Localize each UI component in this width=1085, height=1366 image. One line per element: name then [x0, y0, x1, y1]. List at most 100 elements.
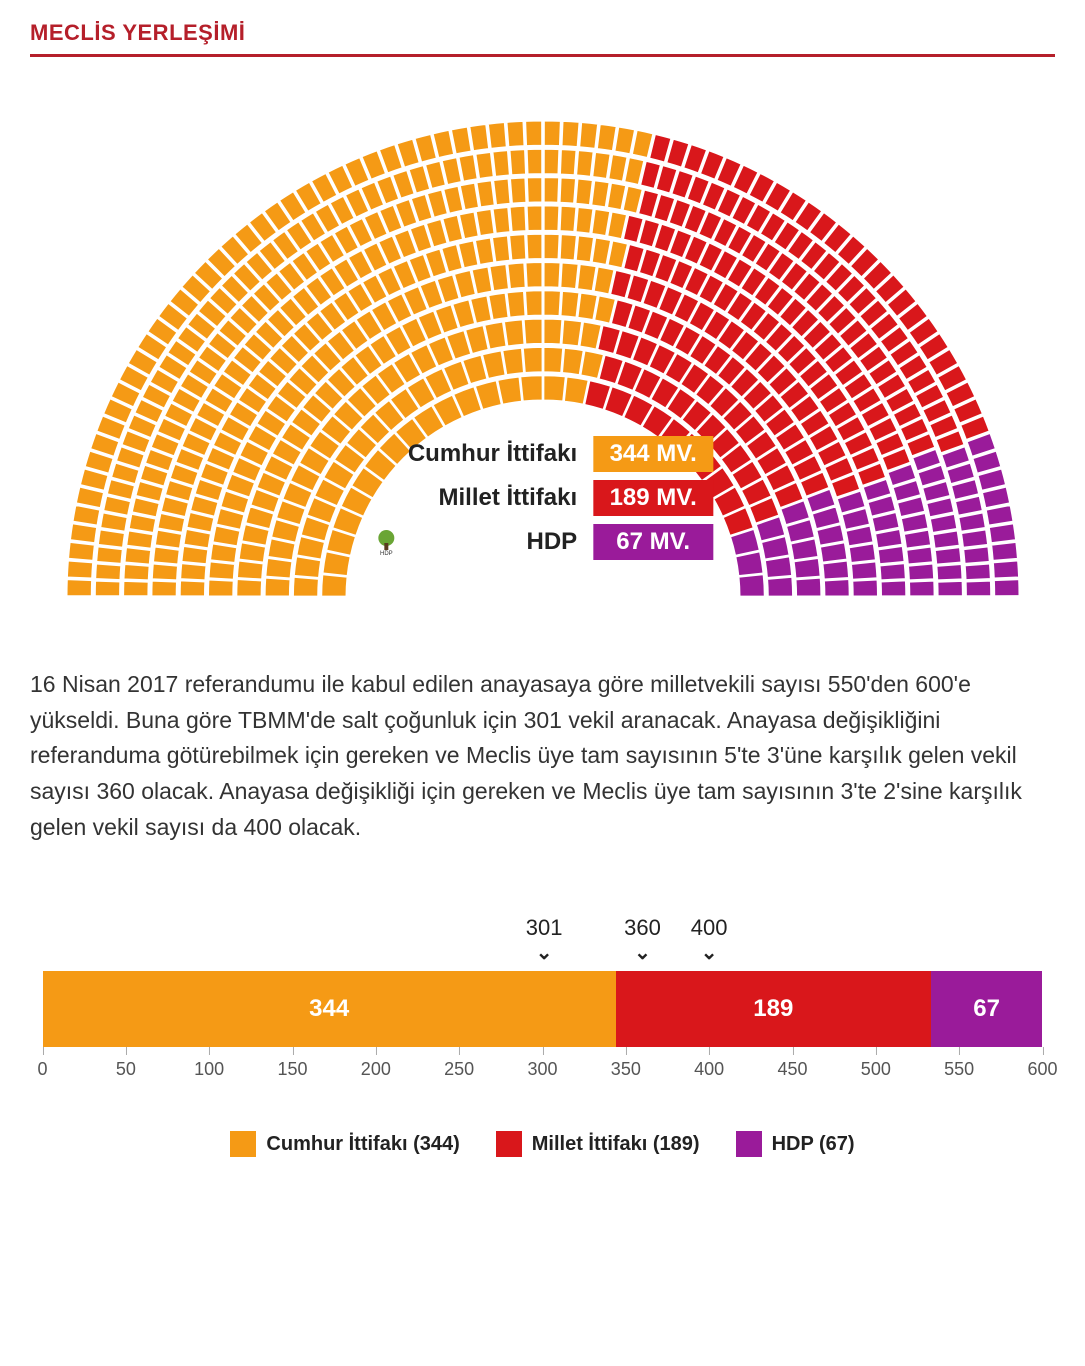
- axis-tick: 250: [444, 1059, 474, 1080]
- hemicycle-seat: [907, 564, 933, 581]
- legend-logo-cell: HDP: [364, 520, 400, 564]
- hemicycle-seat: [543, 290, 560, 316]
- chevron-down-icon: ⌄: [526, 943, 563, 963]
- hemicycle-seat: [208, 561, 235, 579]
- hemicycle-seat: [475, 209, 494, 236]
- hemicycle-seat: [509, 234, 526, 260]
- hemicycle-seat: [525, 262, 542, 288]
- hemicycle-seat: [560, 291, 579, 318]
- hemicycle-seat: [735, 551, 763, 576]
- hemicycle-legend-row-hdp: HDP HDP 67 MV.: [364, 520, 721, 564]
- hemicycle-seat: [963, 546, 990, 564]
- hemicycle-seat: [937, 581, 963, 596]
- axis-tick: 150: [277, 1059, 307, 1080]
- legend-badge-cumhur: 344 MV.: [593, 436, 713, 472]
- hemicycle-seat: [964, 563, 990, 580]
- hemicycle-seat: [575, 179, 592, 206]
- hemicycle-seat: [526, 149, 542, 175]
- axis-tick: 450: [777, 1059, 807, 1080]
- hemicycle-seat: [509, 206, 526, 232]
- hemicycle-seat: [526, 234, 542, 260]
- hemicycle-seat: [506, 121, 524, 147]
- hemicycle-seat: [525, 290, 542, 316]
- hemicycle-seat: [879, 563, 905, 580]
- hemicycle-seat: [738, 574, 764, 596]
- hemicycle-seat: [823, 579, 849, 596]
- hemicycle-seat: [502, 348, 524, 375]
- threshold-label: 400: [691, 915, 728, 941]
- hemicycle-seat: [908, 581, 934, 597]
- hemicycle-seat: [151, 581, 177, 597]
- hemicycle-seat: [560, 263, 578, 290]
- hemicycle-seat: [543, 205, 559, 231]
- legend-logo-cell: [364, 476, 400, 520]
- page-title: MECLİS YERLEŞİMİ: [30, 20, 1055, 46]
- hemicycle-seat: [124, 547, 151, 564]
- bar-legend: Cumhur İttifakı (344) Millet İttifakı (18…: [43, 1131, 1043, 1163]
- hdp-logo-icon: HDP: [372, 528, 400, 556]
- legend-name: Millet İttifakı: [400, 476, 585, 520]
- legend-label: HDP (67): [772, 1133, 855, 1156]
- hemicycle-seat: [493, 179, 510, 206]
- hemicycle-seat: [561, 121, 579, 147]
- hemicycle-seat: [509, 149, 526, 175]
- legend-swatch: [736, 1131, 762, 1157]
- legend-label: Cumhur İttifakı (344): [266, 1133, 459, 1156]
- hemicycle-seat: [543, 319, 562, 345]
- hemicycle-seat: [559, 234, 576, 260]
- bar-segment-hdp: 67: [931, 971, 1043, 1047]
- hemicycle-seat: [179, 580, 205, 596]
- hemicycle-seat: [526, 205, 542, 231]
- hemicycle-seat: [767, 577, 793, 597]
- body-paragraph: 16 Nisan 2017 referandumu ile kabul edil…: [30, 667, 1055, 845]
- hemicycle-seat: [265, 558, 292, 579]
- hemicycle-seat: [123, 581, 149, 596]
- title-underline: [30, 54, 1055, 57]
- hemicycle-seat: [543, 177, 558, 203]
- hemicycle-seat: [903, 530, 930, 549]
- hemicycle-seat: [543, 149, 559, 175]
- hemicycle-legend-row-cumhur: Cumhur İttifakı 344 MV.: [364, 432, 721, 476]
- hemicycle-seat: [69, 523, 96, 543]
- hemicycle-seat: [506, 291, 525, 318]
- hemicycle-seat: [208, 579, 234, 596]
- hemicycle-seat: [487, 122, 506, 149]
- hemicycle-seat: [151, 564, 177, 581]
- hemicycle-seat: [507, 263, 525, 290]
- hemicycle-seat: [475, 152, 493, 179]
- hemicycle-seat: [489, 264, 509, 291]
- hemicycle-seat: [497, 376, 522, 404]
- hemicycle-seat: [579, 122, 598, 149]
- hemicycle-seat: [450, 126, 471, 154]
- bar-threshold-markers: 301⌄360⌄400⌄: [43, 915, 1043, 971]
- hemicycle-seat: [559, 206, 576, 232]
- threshold-label: 301: [526, 915, 563, 941]
- threshold-marker-400: 400⌄: [691, 915, 728, 963]
- hemicycle-seat: [321, 574, 347, 596]
- hemicycle-seat: [469, 124, 489, 151]
- hemicycle-seat: [236, 561, 263, 580]
- hemicycle-seat: [993, 579, 1019, 596]
- hemicycle-seat: [509, 177, 525, 203]
- hemicycle-seat: [561, 319, 582, 346]
- bar-axis: 050100150200250300350400450500550600: [43, 1059, 1043, 1103]
- hemicycle-legend-row-millet: Millet İttifakı 189 MV.: [364, 476, 721, 520]
- hemicycle-seat: [66, 579, 92, 596]
- hemicycle-seat: [934, 547, 961, 564]
- bar-legend-item-millet: Millet İttifakı (189): [496, 1131, 700, 1157]
- hemicycle-seat: [795, 578, 821, 597]
- hemicycle-seat: [292, 577, 318, 597]
- hemicycle-seat: [850, 561, 877, 579]
- hemicycle-seat: [522, 347, 542, 373]
- hemicycle-seat: [576, 150, 594, 177]
- axis-tick: 550: [944, 1059, 974, 1080]
- legend-logo-cell: [364, 432, 400, 476]
- hemicycle-seat: [503, 319, 524, 346]
- legend-name: Cumhur İttifakı: [400, 432, 585, 476]
- chevron-down-icon: ⌄: [691, 943, 728, 963]
- hemicycle-seat: [559, 177, 575, 203]
- hemicycle-seat: [992, 560, 1018, 578]
- hemicycle-chart: Cumhur İttifakı 344 MV. Millet İttifakı …: [43, 107, 1043, 607]
- bar-segment-millet: 189: [616, 971, 931, 1047]
- hemicycle-seat: [492, 207, 510, 234]
